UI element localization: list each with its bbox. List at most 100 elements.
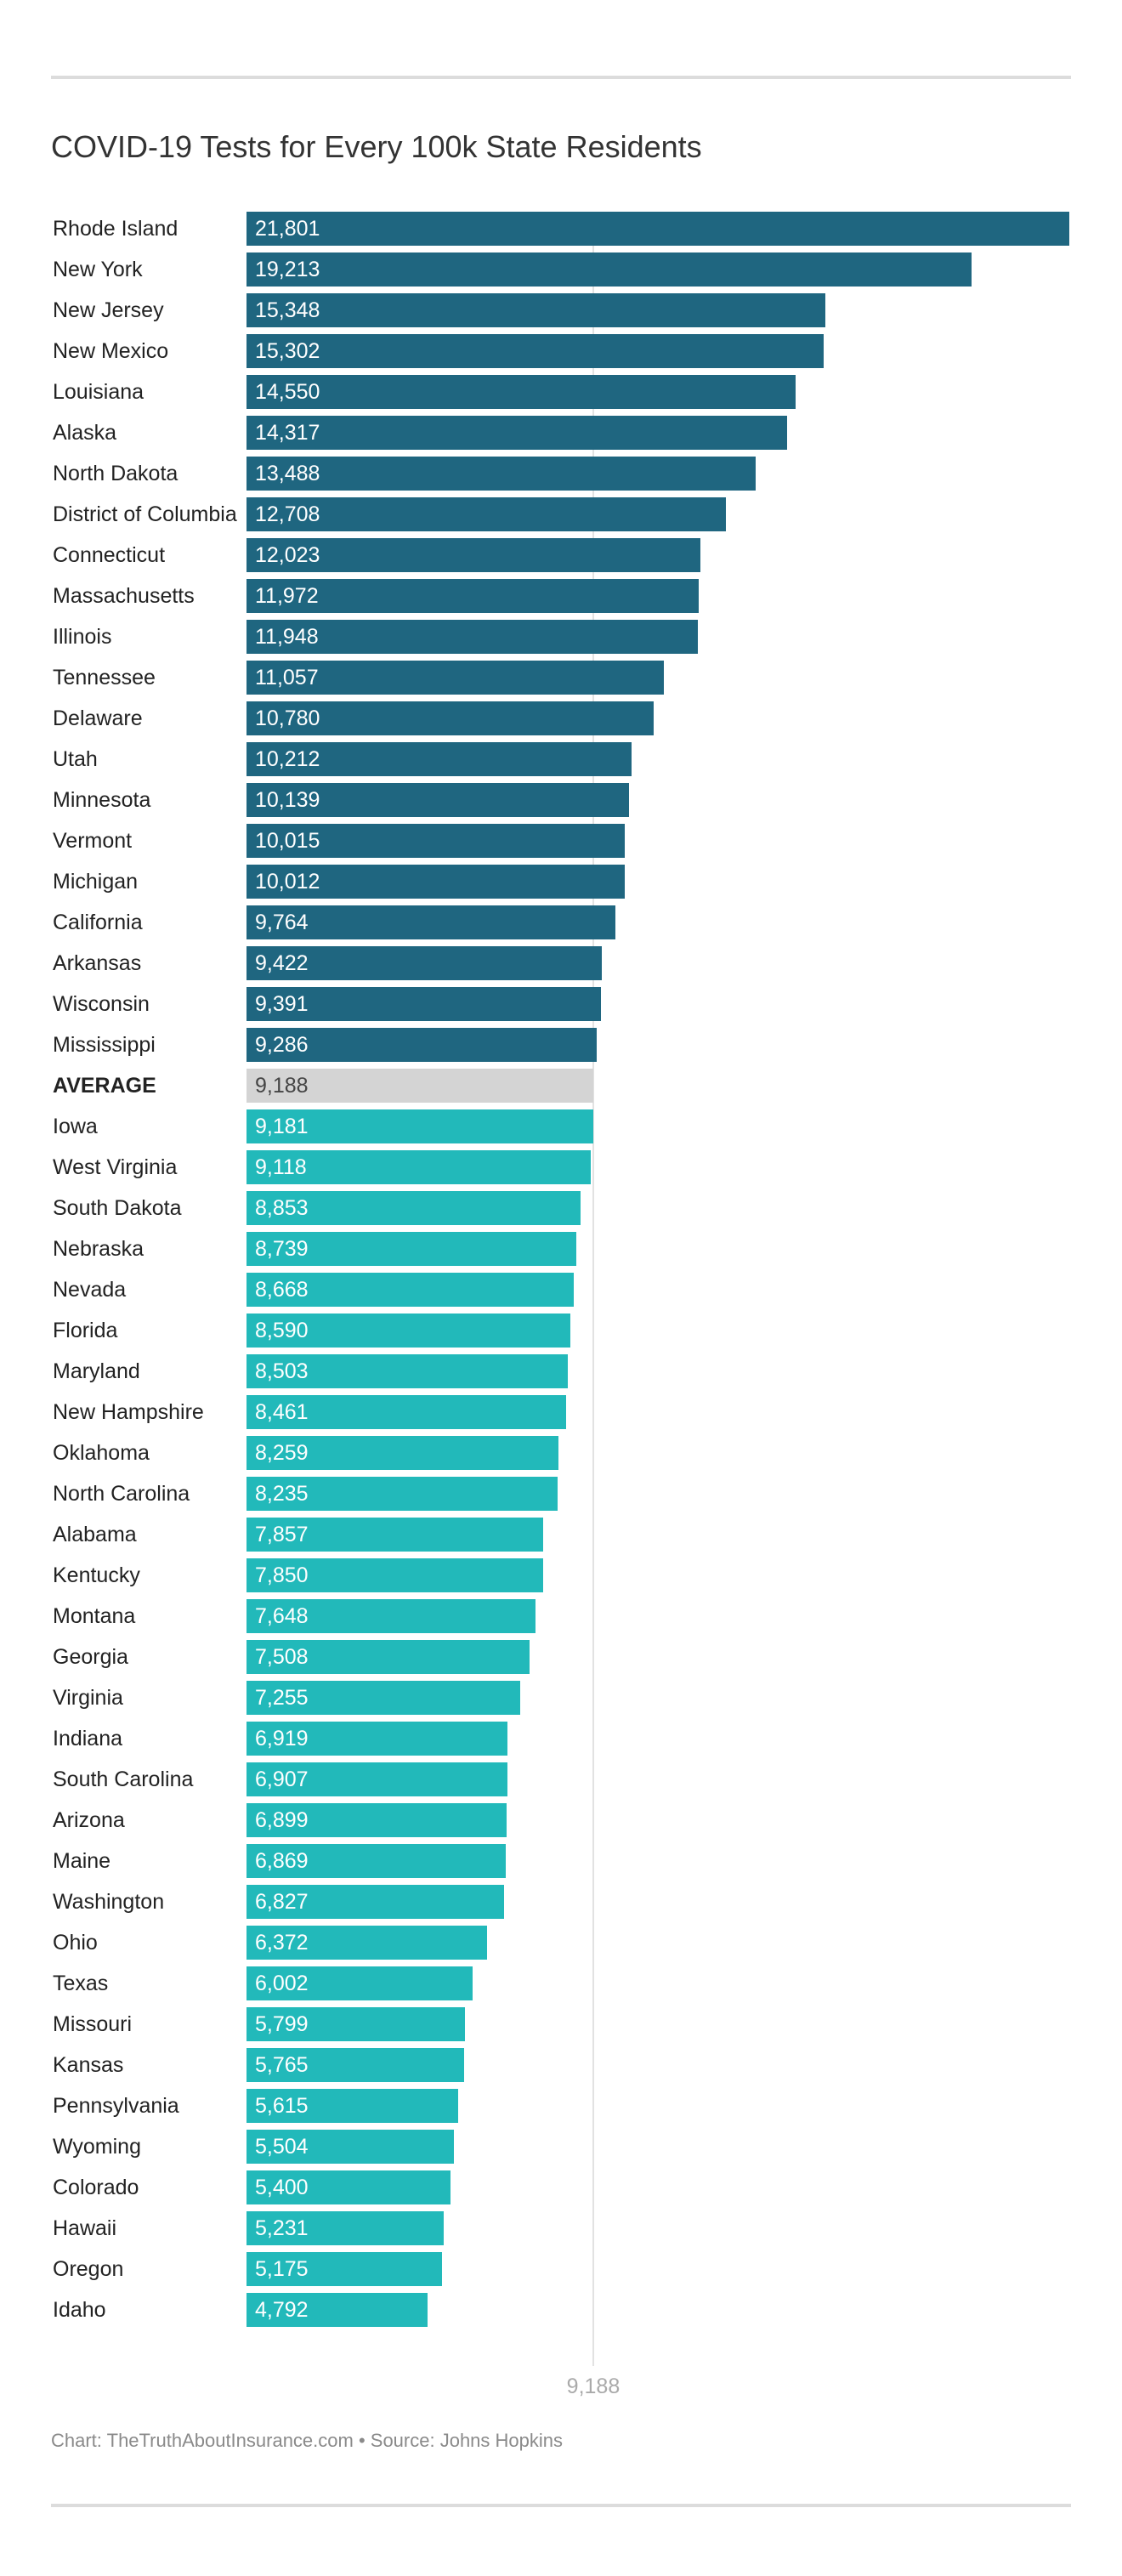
category-label: Michigan (53, 870, 139, 894)
chart-title: COVID-19 Tests for Every 100k State Resi… (51, 129, 702, 164)
bar (246, 987, 601, 1021)
data-label: 6,899 (255, 1808, 309, 1832)
bar (246, 865, 625, 899)
bar (246, 293, 826, 327)
bar (246, 2252, 442, 2286)
category-label: Oklahoma (53, 1441, 150, 1465)
category-label: Pennsylvania (53, 2094, 179, 2118)
data-label: 7,850 (255, 1563, 309, 1587)
data-label: 7,508 (255, 1645, 309, 1669)
bar (246, 1926, 487, 1960)
data-label: 5,231 (255, 2216, 309, 2240)
bar (246, 252, 972, 287)
category-label: New Mexico (53, 339, 169, 363)
bar (246, 212, 1069, 246)
category-label: Indiana (53, 1727, 123, 1750)
category-label: Wisconsin (53, 992, 150, 1016)
category-label: Kansas (53, 2053, 124, 2077)
data-label: 11,972 (255, 584, 319, 608)
data-label: 5,504 (255, 2135, 309, 2159)
category-label: Colorado (53, 2176, 139, 2199)
data-label: 13,488 (255, 462, 320, 485)
category-label: Alabama (53, 1523, 137, 1546)
bar (246, 1681, 521, 1715)
data-label: 7,857 (255, 1523, 309, 1546)
category-label: Vermont (53, 829, 133, 853)
category-label: Minnesota (53, 788, 151, 812)
data-label: 14,317 (255, 421, 320, 445)
data-label: 5,765 (255, 2053, 309, 2077)
bar (246, 2170, 450, 2204)
bar (246, 334, 824, 368)
bar (246, 1803, 507, 1837)
bar (246, 783, 630, 817)
bar (246, 1232, 577, 1266)
category-label: District of Columbia (53, 502, 237, 526)
category-label: South Carolina (53, 1767, 194, 1791)
bar (246, 946, 603, 980)
category-label: Washington (53, 1890, 165, 1914)
data-label: 11,057 (255, 666, 319, 689)
bar (246, 742, 632, 776)
bar (246, 1436, 558, 1470)
category-label: Arkansas (53, 951, 142, 975)
category-label: Massachusetts (53, 584, 195, 608)
data-label: 6,869 (255, 1849, 309, 1873)
bar (246, 1150, 591, 1184)
category-label: Maine (53, 1849, 111, 1873)
data-label: 6,919 (255, 1727, 309, 1750)
bar (246, 701, 654, 735)
bar (246, 661, 664, 695)
category-label: Alaska (53, 421, 117, 445)
data-label: 8,259 (255, 1441, 309, 1465)
bar (246, 2211, 445, 2245)
data-label: 10,780 (255, 706, 320, 730)
category-label: New York (53, 258, 143, 281)
bar (246, 1599, 536, 1633)
data-label: 8,668 (255, 1278, 309, 1302)
bar (246, 457, 756, 491)
data-label: 14,550 (255, 380, 320, 404)
bar (246, 1722, 508, 1756)
category-label: AVERAGE (53, 1074, 156, 1098)
data-label: 6,002 (255, 1972, 309, 1995)
data-label: 5,799 (255, 2012, 309, 2036)
data-label: 5,400 (255, 2176, 309, 2199)
data-label: 9,118 (255, 1155, 307, 1179)
data-label: 5,175 (255, 2257, 309, 2281)
category-label: West Virginia (53, 1155, 178, 1179)
bottom-divider (51, 2504, 1071, 2507)
top-divider (51, 76, 1071, 79)
bar (246, 375, 796, 409)
category-label: Rhode Island (53, 217, 178, 241)
average-bar (246, 1069, 593, 1103)
category-label: North Carolina (53, 1482, 190, 1506)
data-label: 10,015 (255, 829, 320, 853)
bar (246, 1109, 593, 1143)
data-label: 8,739 (255, 1237, 309, 1261)
bar (246, 579, 699, 613)
average-reference-label: 9,188 (566, 2375, 620, 2398)
bar (246, 1885, 505, 1919)
bar (246, 1640, 530, 1674)
bar (246, 1354, 568, 1388)
data-label: 8,461 (255, 1400, 309, 1424)
data-label: 11,948 (255, 625, 319, 649)
category-label: Idaho (53, 2298, 106, 2322)
category-label: Wyoming (53, 2135, 141, 2159)
category-label: Georgia (53, 1645, 128, 1669)
data-label: 15,302 (255, 339, 320, 363)
bar (246, 2048, 464, 2082)
category-label: Hawaii (53, 2216, 117, 2240)
category-label: Illinois (53, 625, 112, 649)
data-label: 10,012 (255, 870, 320, 894)
bar (246, 2089, 459, 2123)
bar (246, 538, 700, 572)
data-label: 15,348 (255, 298, 320, 322)
data-label: 10,139 (255, 788, 320, 812)
bar (246, 1558, 543, 1592)
data-label: 8,590 (255, 1319, 309, 1342)
category-label: Missouri (53, 2012, 133, 2036)
data-label: 5,615 (255, 2094, 309, 2118)
